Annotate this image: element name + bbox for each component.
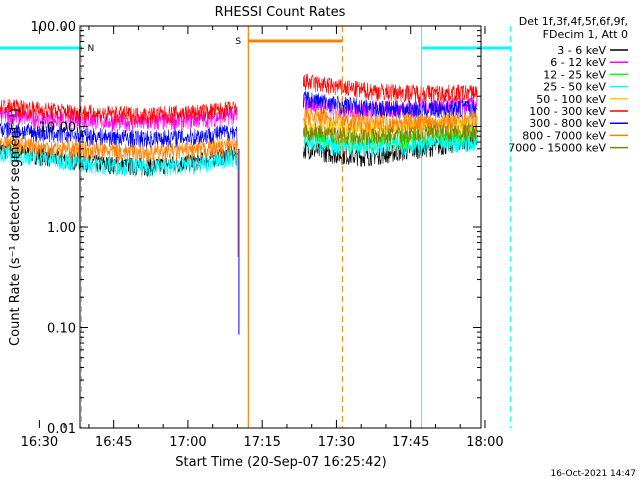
x-tick-label: 17:45: [392, 435, 429, 450]
x-axis: 16:30 16:45 17:00 17:15 17:30 17:45 18:00: [21, 26, 504, 450]
x-tick-label: 16:45: [95, 435, 132, 450]
y-tick-label: 0.10: [47, 322, 76, 337]
chart-title: RHESSI Count Rates: [215, 5, 346, 20]
x-axis-label: Start Time (20-Sep-07 16:25:42): [175, 455, 386, 470]
series-line: [0, 99, 238, 125]
saa-label: S: [235, 37, 241, 47]
legend-entry-label: 7000 - 15000 keV: [508, 142, 606, 155]
series-line: [303, 123, 478, 146]
series-line: [303, 73, 478, 103]
legend-entry-label: 300 - 800 keV: [529, 117, 606, 130]
y-tick-label: 0.01: [47, 422, 76, 437]
legend-entry-label: 800 - 7000 keV: [522, 129, 606, 142]
series-lines: [0, 73, 478, 178]
legend-entry-label: 25 - 50 keV: [543, 81, 606, 94]
night-label: N: [87, 44, 94, 54]
legend-entry-label: 6 - 12 keV: [550, 56, 606, 69]
x-tick-label: 18:00: [466, 435, 503, 450]
series-line: [0, 121, 238, 149]
annotations: NS: [0, 26, 512, 428]
series-line: [0, 145, 238, 178]
y-axis: 0.01 0.10 1.00 10.00 100.00: [31, 20, 481, 437]
legend-entry-label: 100 - 300 keV: [529, 105, 606, 118]
y-tick-label: 100.00: [31, 20, 77, 35]
legend-header: FDecim 1, Att 0: [543, 28, 628, 41]
legend-entry-label: 12 - 25 keV: [543, 68, 606, 81]
legend-entry-label: 50 - 100 keV: [536, 93, 606, 106]
footer-date: 16-Oct-2021 14:47: [551, 469, 636, 479]
legend-entry-label: 3 - 6 keV: [557, 44, 606, 57]
x-tick-label: 17:30: [318, 435, 355, 450]
x-tick-label: 17:00: [169, 435, 206, 450]
y-tick-label: 1.00: [47, 221, 76, 236]
series-line: [303, 90, 478, 119]
series-line: [303, 107, 478, 133]
series-line: [0, 135, 238, 163]
x-tick-label: 17:15: [243, 435, 280, 450]
y-axis-label: Count Rate (s⁻¹ detector segment⁻¹): [8, 108, 23, 346]
legend: Det 1f,3f,4f,5f,6f,9f,FDecim 1, Att 0 3 -…: [508, 15, 628, 155]
x-tick-label: 16:30: [21, 435, 58, 450]
y-tick-label: 10.00: [39, 121, 76, 136]
legend-header: Det 1f,3f,4f,5f,6f,9f,: [519, 15, 628, 28]
